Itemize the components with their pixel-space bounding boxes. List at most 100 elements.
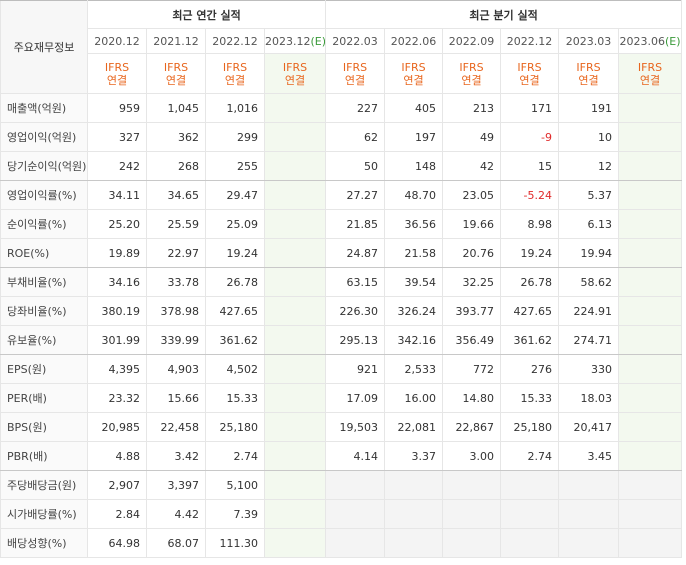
value-cell: 7.39: [205, 499, 265, 529]
data-row: 당좌비율(%) 380.19 378.98 427.65 226.30 326.24 393…: [0, 296, 683, 326]
value-cell: 34.16: [87, 267, 147, 297]
accounting: IFRS: [576, 60, 601, 74]
empty-cell: [384, 470, 444, 500]
section-title: 최근 분기 실적: [325, 0, 683, 29]
value-cell: 2,533: [384, 354, 444, 384]
data-row: ROE(%) 19.89 22.97 19.24 24.87 21.58 20.76 19.2…: [0, 238, 683, 268]
period: 2021.12: [153, 34, 199, 48]
row-label: 주당배당금(원): [0, 470, 88, 500]
value-cell: 4,395: [87, 354, 147, 384]
accounting: IFRS: [282, 60, 308, 74]
row-label: 영업이익률(%): [0, 180, 88, 210]
value-cell: 226.30: [325, 296, 386, 326]
row-label: 당기순이익(억원): [0, 151, 88, 181]
empty-cell: [263, 180, 327, 210]
empty-cell: [442, 470, 502, 500]
row-label: 당좌비율(%): [0, 296, 88, 326]
value-cell: 213: [442, 93, 502, 123]
period: 2022.12: [212, 34, 258, 48]
period-header: 2022.12: [500, 28, 560, 54]
accounting-header: IFRS 연결: [442, 53, 502, 94]
empty-cell: [442, 499, 502, 529]
empty-cell: [384, 499, 444, 529]
value-cell: 2.74: [500, 441, 560, 471]
value-cell: 362: [146, 122, 206, 152]
value-cell: 224.91: [558, 296, 620, 326]
accounting-header: IFRS 연결: [500, 53, 560, 94]
value-cell: 8.98: [500, 209, 560, 239]
value-cell: 23.05: [442, 180, 502, 210]
value-cell: 16.00: [384, 383, 444, 413]
scope: 연결: [284, 73, 306, 87]
value-cell: 12: [558, 151, 620, 181]
period-header: 2022.03: [325, 28, 386, 54]
value-cell: 2,907: [87, 470, 147, 500]
value-cell: 22,081: [384, 412, 444, 442]
value-cell: 342.16: [384, 325, 444, 355]
empty-cell: [618, 441, 683, 471]
empty-cell: [618, 528, 683, 558]
empty-cell: [263, 122, 327, 152]
value-cell: 171: [500, 93, 560, 123]
period-header: 2023.06(E): [618, 28, 683, 54]
row-label: 영업이익(억원): [0, 122, 88, 152]
scope: 연결: [403, 73, 424, 87]
accounting-header: IFRS 연결: [146, 53, 206, 94]
data-row: 주당배당금(원) 2,907 3,397 5,100: [0, 470, 683, 500]
row-label: EPS(원): [0, 354, 88, 384]
value-cell: 959: [87, 93, 147, 123]
accounting: IFRS: [401, 60, 426, 74]
scope: 연결: [165, 73, 187, 87]
period-header: 2023.03: [558, 28, 620, 54]
value-cell: 339.99: [146, 325, 206, 355]
empty-cell: [618, 412, 683, 442]
empty-cell: [618, 180, 683, 210]
value-cell: 62: [325, 122, 386, 152]
accounting-header: IFRS 연결: [384, 53, 444, 94]
data-row: 배당성향(%) 64.98 68.07 111.30: [0, 528, 683, 558]
empty-cell: [558, 499, 620, 529]
value-cell: 299: [205, 122, 265, 152]
corner-label: 주요재무정보: [0, 0, 88, 94]
empty-cell: [618, 383, 683, 413]
value-cell: 197: [384, 122, 444, 152]
empty-cell: [500, 528, 560, 558]
value-cell: 15: [500, 151, 560, 181]
value-cell: 25,180: [205, 412, 265, 442]
value-cell: 4.88: [87, 441, 147, 471]
value-cell: 405: [384, 93, 444, 123]
period: 2022.12: [506, 34, 553, 48]
value-cell: 5.37: [558, 180, 620, 210]
empty-cell: [618, 122, 683, 152]
scope: 연결: [344, 73, 366, 87]
value-cell: 26.78: [500, 267, 560, 297]
empty-cell: [263, 528, 327, 558]
empty-cell: [384, 528, 444, 558]
value-cell: -9: [500, 122, 560, 152]
empty-cell: [263, 93, 327, 123]
value-cell: 22.97: [146, 238, 206, 268]
period: 2023.06: [619, 34, 665, 48]
empty-cell: [263, 267, 327, 297]
value-cell: 380.19: [87, 296, 147, 326]
data-row: 당기순이익(억원) 242 268 255 50 148 42 15 12: [0, 151, 683, 181]
value-cell: 21.85: [325, 209, 386, 239]
accounting-row: IFRS 연결 IFRS 연결 IFRS 연결 IFRS 연결 IFRS 연결 IFRS 연결 IFRS…: [1, 53, 683, 94]
period-header: 2022.12: [205, 28, 265, 54]
value-cell: 49: [442, 122, 502, 152]
scope: 연결: [106, 73, 128, 87]
value-cell: 111.30: [205, 528, 265, 558]
accounting: IFRS: [222, 60, 248, 74]
value-cell: 148: [384, 151, 444, 181]
empty-cell: [263, 470, 327, 500]
data-row: BPS(원) 20,985 22,458 25,180 19,503 22,081 22,8…: [0, 412, 683, 442]
value-cell: 772: [442, 354, 502, 384]
period: 2022.09: [448, 34, 495, 48]
row-label: 순이익률(%): [0, 209, 88, 239]
row-label: 매출액(억원): [0, 93, 88, 123]
data-row: 영업이익률(%) 34.11 34.65 29.47 27.27 48.70 23.05 -5…: [0, 180, 683, 210]
value-cell: 4,502: [205, 354, 265, 384]
data-row: 시가배당률(%) 2.84 4.42 7.39: [0, 499, 683, 529]
value-cell: 63.15: [325, 267, 386, 297]
